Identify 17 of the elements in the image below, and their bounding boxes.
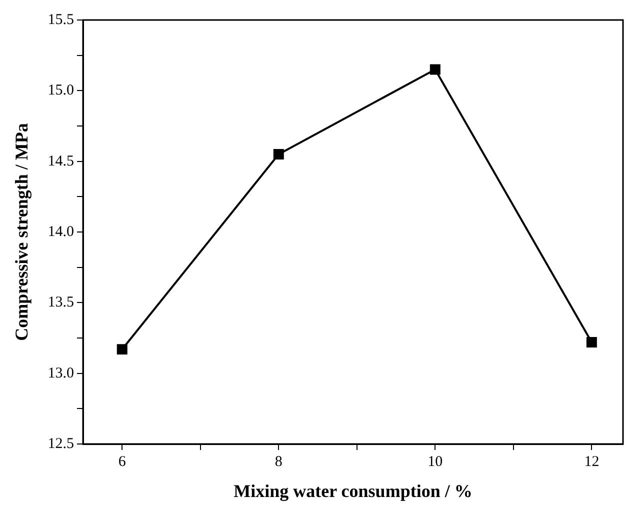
y-axis-title: Compressive strength / MPa	[11, 123, 32, 341]
point	[116, 344, 128, 355]
y-tick-label: 14.0	[48, 224, 74, 240]
x-tick-label: 12	[584, 454, 600, 470]
y-tick-label: 15.5	[48, 12, 74, 28]
point	[586, 337, 597, 348]
point	[430, 64, 440, 75]
y-tick-label: 15.0	[48, 82, 74, 99]
x-tick-label: 6	[118, 454, 126, 470]
point	[273, 149, 284, 160]
y-tick-label: 14.5	[48, 153, 74, 170]
y-tick-label: 12.5	[48, 436, 74, 452]
y-tick-label: 13.0	[48, 365, 74, 382]
x-tick-label: 8	[274, 454, 282, 470]
y-tick-label: 13.5	[48, 294, 74, 311]
x-tick-label: 10	[428, 454, 443, 470]
x-axis-title: Mixing water consumption / %	[234, 480, 472, 501]
